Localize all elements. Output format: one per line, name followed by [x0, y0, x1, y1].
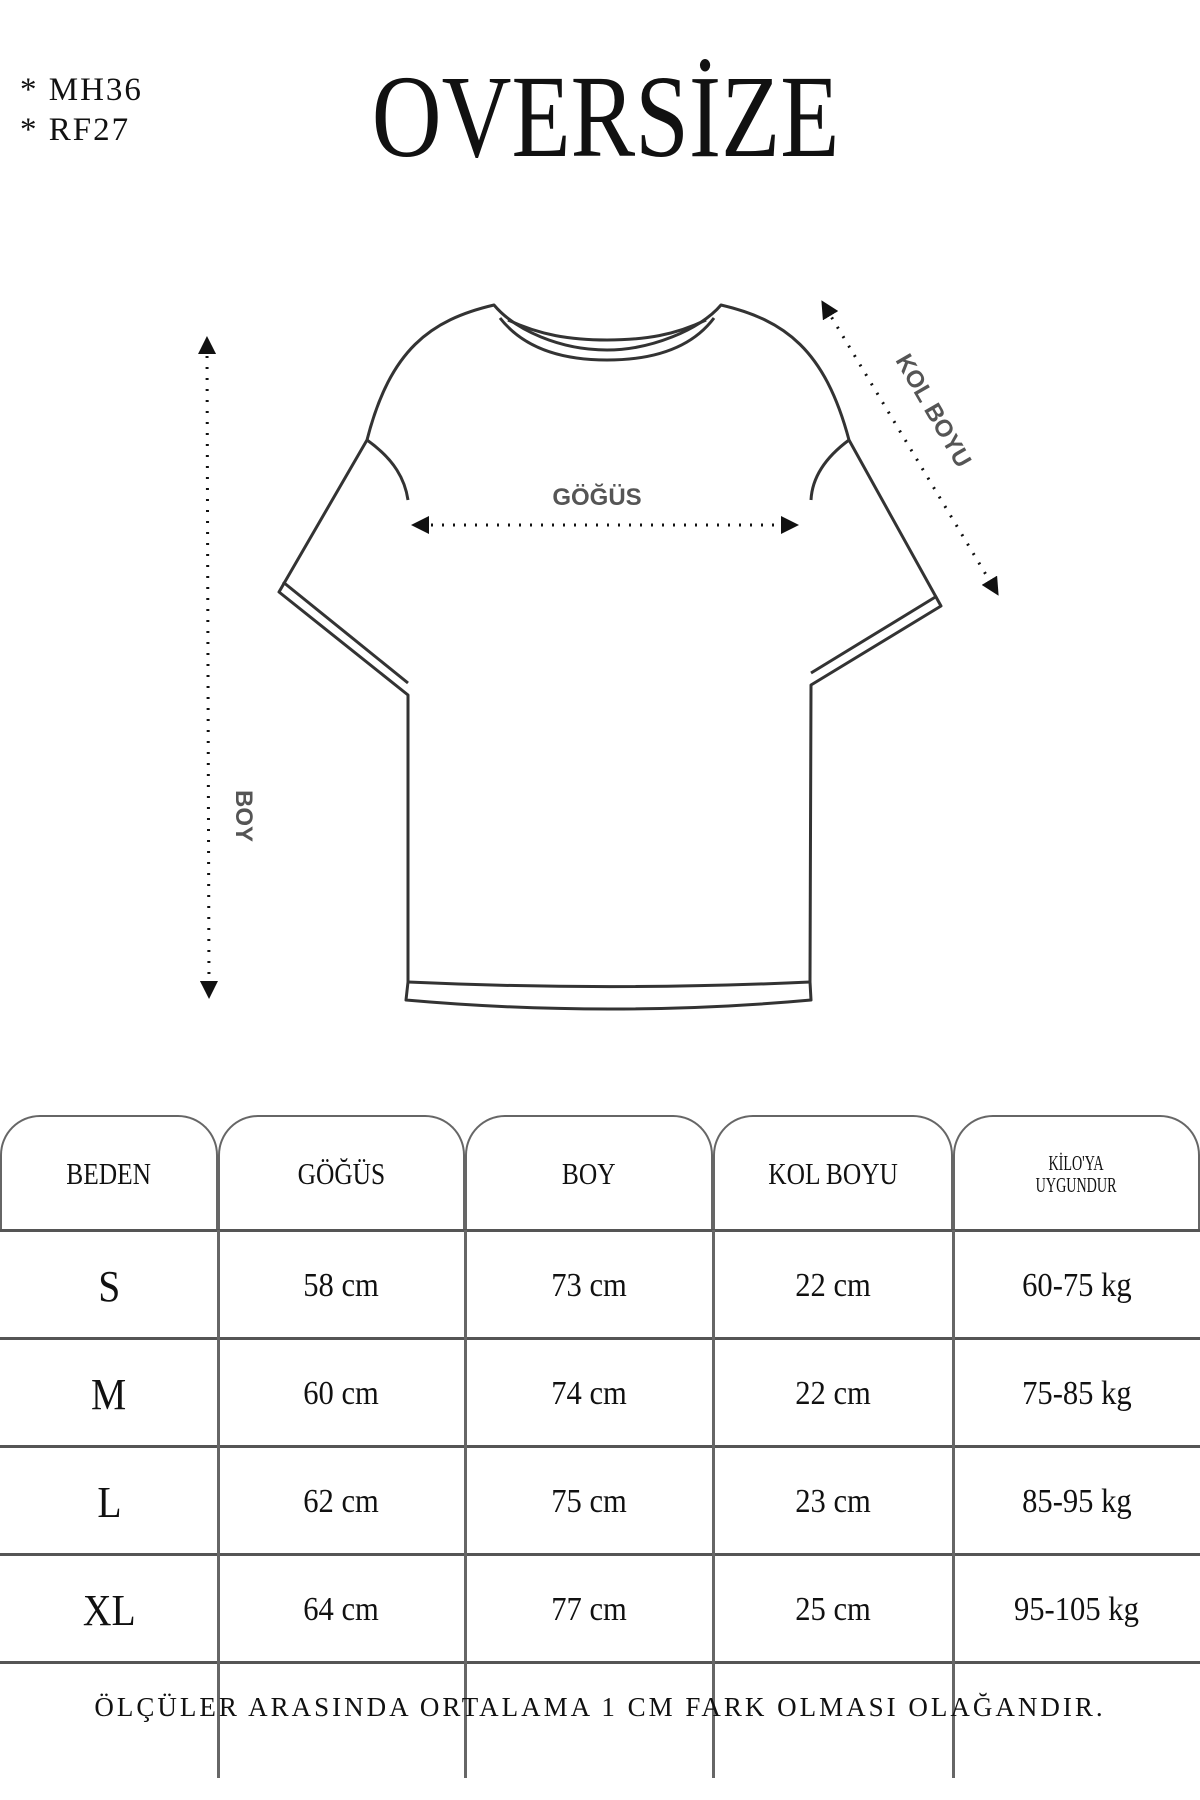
cell-sleeve: 22 cm: [713, 1232, 953, 1340]
cell-chest: 64 cm: [218, 1556, 465, 1664]
cell-text: 77 cm: [551, 1591, 627, 1628]
cell-sleeve: 25 cm: [713, 1556, 953, 1664]
cell-text: S: [97, 1261, 121, 1311]
product-code: * MH36: [20, 72, 143, 108]
product-code: * RF27: [20, 112, 131, 148]
header-length: BOY: [465, 1115, 713, 1230]
length-arrow: BOY: [198, 336, 257, 999]
cell-text: 95-105 kg: [1014, 1591, 1139, 1628]
cell-chest: 60 cm: [218, 1340, 465, 1448]
cell-length: 77 cm: [465, 1556, 713, 1664]
divider: [464, 1230, 467, 1778]
cell-sleeve: 22 cm: [713, 1340, 953, 1448]
cell-text: 73 cm: [551, 1267, 627, 1304]
chest-arrow: GÖĞÜS: [411, 483, 799, 534]
divider: [952, 1230, 955, 1778]
tshirt-outline: [277, 303, 943, 1011]
tshirt-diagram: BOY GÖĞÜS KOL BOYU: [198, 300, 999, 1011]
header-sleeve: KOL BOYU: [713, 1115, 953, 1230]
header-size: BEDEN: [0, 1115, 218, 1230]
cell-text: 25 cm: [795, 1591, 871, 1628]
cell-text: 74 cm: [551, 1375, 627, 1412]
length-label: BOY: [230, 790, 257, 842]
divider: [0, 1445, 1200, 1448]
cell-text: 85-95 kg: [1021, 1483, 1132, 1520]
cell-text: M: [91, 1369, 127, 1419]
divider: [712, 1230, 715, 1778]
cell-text: 23 cm: [795, 1483, 871, 1520]
cell-chest: 62 cm: [218, 1448, 465, 1556]
footer-note: ÖLÇÜLER ARASINDA ORTALAMA 1 CM FARK OLMA…: [94, 1692, 1106, 1722]
divider: [0, 1229, 1200, 1232]
cell-sleeve: 23 cm: [713, 1448, 953, 1556]
cell-size: M: [0, 1340, 218, 1448]
cell-text: 22 cm: [795, 1375, 871, 1412]
cell-length: 74 cm: [465, 1340, 713, 1448]
cell-length: 73 cm: [465, 1232, 713, 1340]
cell-text: XL: [82, 1585, 136, 1635]
cell-text: 60-75 kg: [1021, 1267, 1132, 1304]
cell-size: S: [0, 1232, 218, 1340]
cell-weight: 60-75 kg: [953, 1232, 1200, 1340]
cell-size: L: [0, 1448, 218, 1556]
cell-text: 75 cm: [551, 1483, 627, 1520]
cell-text: 60 cm: [303, 1375, 380, 1412]
cell-text: 75-85 kg: [1021, 1375, 1132, 1412]
cell-weight: 95-105 kg: [953, 1556, 1200, 1664]
sleeve-arrow: KOL BOYU: [821, 300, 999, 596]
cell-chest: 58 cm: [218, 1232, 465, 1340]
divider: [0, 1661, 1200, 1664]
divider: [217, 1230, 220, 1778]
cell-text: 64 cm: [303, 1591, 380, 1628]
cell-text: 58 cm: [303, 1267, 380, 1304]
page-title: OVERSİZE: [371, 51, 840, 182]
cell-size: XL: [0, 1556, 218, 1664]
header-chest: GÖĞÜS: [218, 1115, 465, 1230]
cell-weight: 75-85 kg: [953, 1340, 1200, 1448]
product-codes: * MH36 * RF27: [20, 70, 143, 150]
cell-text: L: [96, 1477, 122, 1527]
divider: [0, 1553, 1200, 1556]
header-weight: KİLO'YA UYGUNDUR: [953, 1115, 1200, 1230]
cell-length: 75 cm: [465, 1448, 713, 1556]
chest-label: GÖĞÜS: [552, 483, 641, 511]
sleeve-label: KOL BOYU: [890, 350, 976, 473]
cell-text: 22 cm: [795, 1267, 871, 1304]
divider: [0, 1337, 1200, 1340]
cell-weight: 85-95 kg: [953, 1448, 1200, 1556]
cell-text: 62 cm: [303, 1483, 380, 1520]
